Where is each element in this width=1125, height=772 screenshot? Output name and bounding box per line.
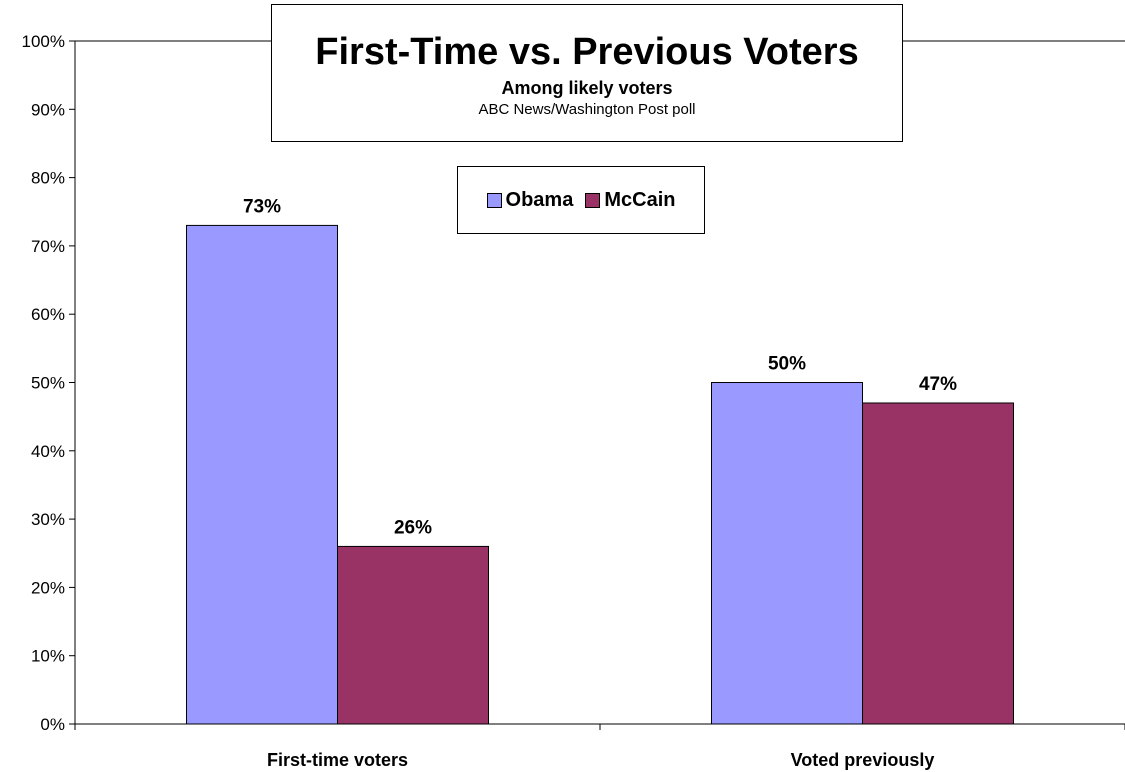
y-tick-label: 70% <box>31 237 65 256</box>
legend-swatch-mccain <box>585 192 601 208</box>
legend-label-obama: Obama <box>505 188 574 211</box>
y-tick-label: 50% <box>31 374 65 393</box>
data-label-obama-2: 50% <box>768 354 806 375</box>
x-category-label: Voted previously <box>791 750 935 770</box>
data-label-obama-1: 73% <box>243 196 281 217</box>
legend-item-obama: Obama <box>486 188 574 212</box>
y-tick-label: 60% <box>31 305 65 324</box>
legend-item-mccain: McCain <box>585 189 675 212</box>
bar-obama-2 <box>711 382 863 725</box>
y-tick-label: 40% <box>31 442 65 461</box>
y-tick-label: 30% <box>31 510 65 529</box>
chart-title: First-Time vs. Previous Voters <box>315 31 859 73</box>
y-tick-label: 80% <box>31 169 65 188</box>
chart-legend: Obama McCain <box>457 166 705 234</box>
bar-mccain-2 <box>862 402 1014 725</box>
y-tick-label: 20% <box>31 578 65 597</box>
chart-subtitle: Among likely voters <box>501 78 673 98</box>
y-tick-label: 10% <box>31 647 65 666</box>
legend-label-mccain: McCain <box>604 188 676 211</box>
y-tick-label: 0% <box>40 715 65 734</box>
bar-obama-1 <box>186 224 338 725</box>
bar-mccain-1 <box>337 545 489 725</box>
chart-title-box: First-Time vs. Previous Voters Among lik… <box>271 4 903 142</box>
data-label-mccain-2: 47% <box>919 374 957 395</box>
x-category-label: First-time voters <box>267 750 408 770</box>
data-label-mccain-1: 26% <box>394 517 432 538</box>
chart-source: ABC News/Washington Post poll <box>478 101 696 118</box>
y-tick-label: 100% <box>22 32 65 51</box>
y-tick-label: 90% <box>31 100 65 119</box>
legend-swatch-obama <box>486 192 502 208</box>
